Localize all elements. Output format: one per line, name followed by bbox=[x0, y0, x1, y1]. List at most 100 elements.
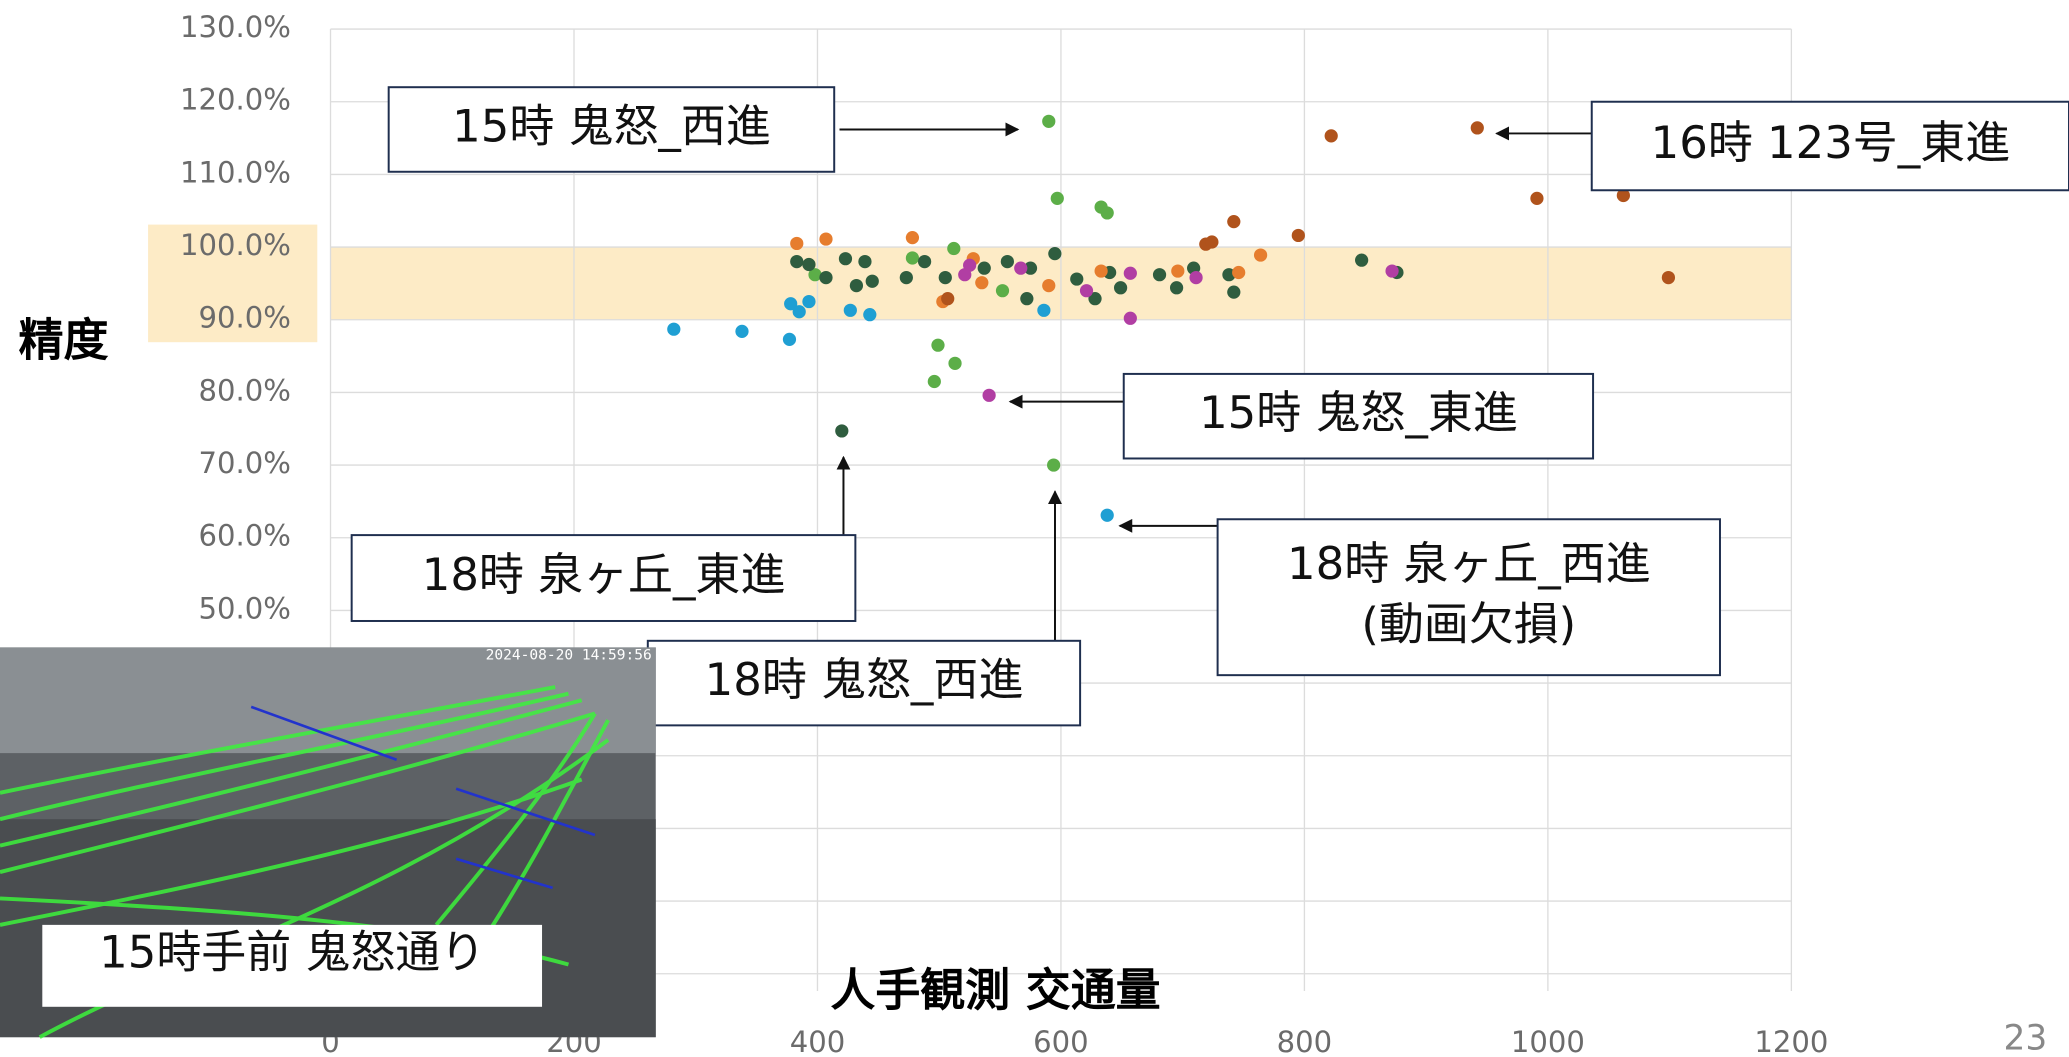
point bbox=[1020, 292, 1034, 306]
y-tick-label: 50.0% bbox=[198, 591, 290, 625]
point bbox=[1470, 121, 1484, 135]
point bbox=[1037, 303, 1051, 317]
point bbox=[1253, 248, 1268, 262]
photo-timestamp: 2024-08-20 14:59:56 bbox=[486, 647, 652, 663]
point bbox=[1232, 265, 1246, 280]
annotation-box bbox=[646, 639, 1082, 727]
annotation-text: 18時 鬼怒_西進 bbox=[705, 653, 1024, 706]
photo-lines bbox=[250, 705, 596, 890]
point bbox=[808, 268, 822, 282]
annotation-text: 15時 鬼怒_東進 bbox=[1199, 386, 1518, 439]
point bbox=[1079, 284, 1094, 298]
point bbox=[1189, 270, 1203, 285]
annotation-text: 18時 泉ヶ丘_西進 bbox=[1287, 537, 1651, 590]
point bbox=[792, 305, 806, 319]
point bbox=[1205, 235, 1219, 249]
point bbox=[1530, 191, 1544, 205]
point bbox=[802, 257, 816, 272]
point bbox=[1324, 129, 1338, 143]
point bbox=[1661, 270, 1676, 285]
point bbox=[938, 270, 952, 285]
point bbox=[843, 303, 857, 317]
point bbox=[1094, 264, 1108, 278]
point bbox=[1100, 206, 1114, 220]
point bbox=[1169, 281, 1184, 295]
point bbox=[1227, 215, 1241, 229]
point bbox=[819, 232, 833, 246]
point bbox=[899, 270, 913, 285]
annotation-box bbox=[1122, 372, 1595, 460]
point bbox=[863, 308, 877, 322]
annotation-text: 15時 鬼怒_西進 bbox=[452, 99, 771, 152]
point bbox=[1042, 278, 1056, 293]
page-number: 23 bbox=[2003, 1018, 2047, 1057]
y-tick-label: 60.0% bbox=[198, 519, 290, 553]
point bbox=[790, 236, 804, 251]
y-tick-label: 70.0% bbox=[198, 446, 290, 480]
point bbox=[947, 241, 961, 256]
y-tick-label: 120.0% bbox=[180, 83, 291, 117]
point bbox=[790, 255, 804, 269]
annotation-text: (動画欠損) bbox=[1361, 598, 1576, 651]
point bbox=[1616, 188, 1630, 203]
y-tick-label: 100.0% bbox=[180, 228, 291, 262]
annotation-text: 18時 泉ヶ丘_東進 bbox=[422, 548, 786, 601]
point bbox=[1047, 458, 1061, 472]
point bbox=[975, 276, 989, 290]
point bbox=[927, 374, 941, 389]
point bbox=[941, 292, 955, 306]
point bbox=[917, 255, 932, 269]
point bbox=[1171, 264, 1185, 278]
photo-caption: 15時手前 鬼怒通り bbox=[99, 925, 485, 978]
band-label-highlight bbox=[148, 224, 318, 343]
annotation-text: 16時 123号_東進 bbox=[1651, 116, 2010, 169]
point bbox=[905, 231, 920, 245]
point bbox=[1050, 191, 1064, 205]
point bbox=[995, 284, 1010, 298]
x-tick-label: 600 bbox=[1033, 1025, 1089, 1057]
point bbox=[905, 251, 920, 265]
point bbox=[858, 255, 872, 269]
point bbox=[1088, 292, 1102, 306]
x-tick-label: 1000 bbox=[1511, 1025, 1585, 1057]
point bbox=[977, 261, 991, 275]
point bbox=[1070, 272, 1084, 286]
x-tick-label: 800 bbox=[1277, 1025, 1333, 1057]
caption-box bbox=[42, 924, 543, 1007]
point bbox=[1023, 261, 1038, 275]
point bbox=[1227, 285, 1241, 299]
point bbox=[1000, 255, 1014, 269]
point bbox=[667, 322, 681, 336]
point bbox=[865, 274, 879, 288]
point bbox=[838, 252, 853, 266]
point bbox=[948, 356, 962, 370]
point bbox=[782, 332, 797, 346]
x-axis-title: 人手観測 交通量 bbox=[830, 964, 1160, 1017]
point bbox=[1048, 247, 1062, 261]
y-tick-label: 90.0% bbox=[198, 301, 290, 335]
point bbox=[1042, 114, 1056, 128]
point bbox=[1152, 268, 1167, 282]
point bbox=[1291, 228, 1305, 243]
point bbox=[1123, 266, 1137, 280]
point bbox=[982, 388, 996, 402]
point bbox=[784, 297, 798, 311]
point bbox=[931, 338, 945, 352]
y-axis-title: 精度 bbox=[19, 314, 109, 367]
annotation-box bbox=[350, 534, 857, 622]
point bbox=[958, 268, 972, 282]
y-tick-label: 130.0% bbox=[180, 10, 291, 44]
point bbox=[1123, 311, 1137, 325]
y-tick-label: 110.0% bbox=[180, 155, 291, 189]
point bbox=[1100, 508, 1114, 522]
x-tick-label: 1200 bbox=[1754, 1025, 1828, 1057]
point bbox=[1385, 264, 1399, 278]
y-tick-label: 80.0% bbox=[198, 373, 290, 407]
point bbox=[1014, 261, 1028, 275]
point bbox=[802, 294, 816, 309]
annotation-box bbox=[1590, 100, 2069, 192]
annotation-box bbox=[387, 86, 836, 173]
point bbox=[819, 270, 833, 285]
annotation-box bbox=[1216, 518, 1721, 677]
